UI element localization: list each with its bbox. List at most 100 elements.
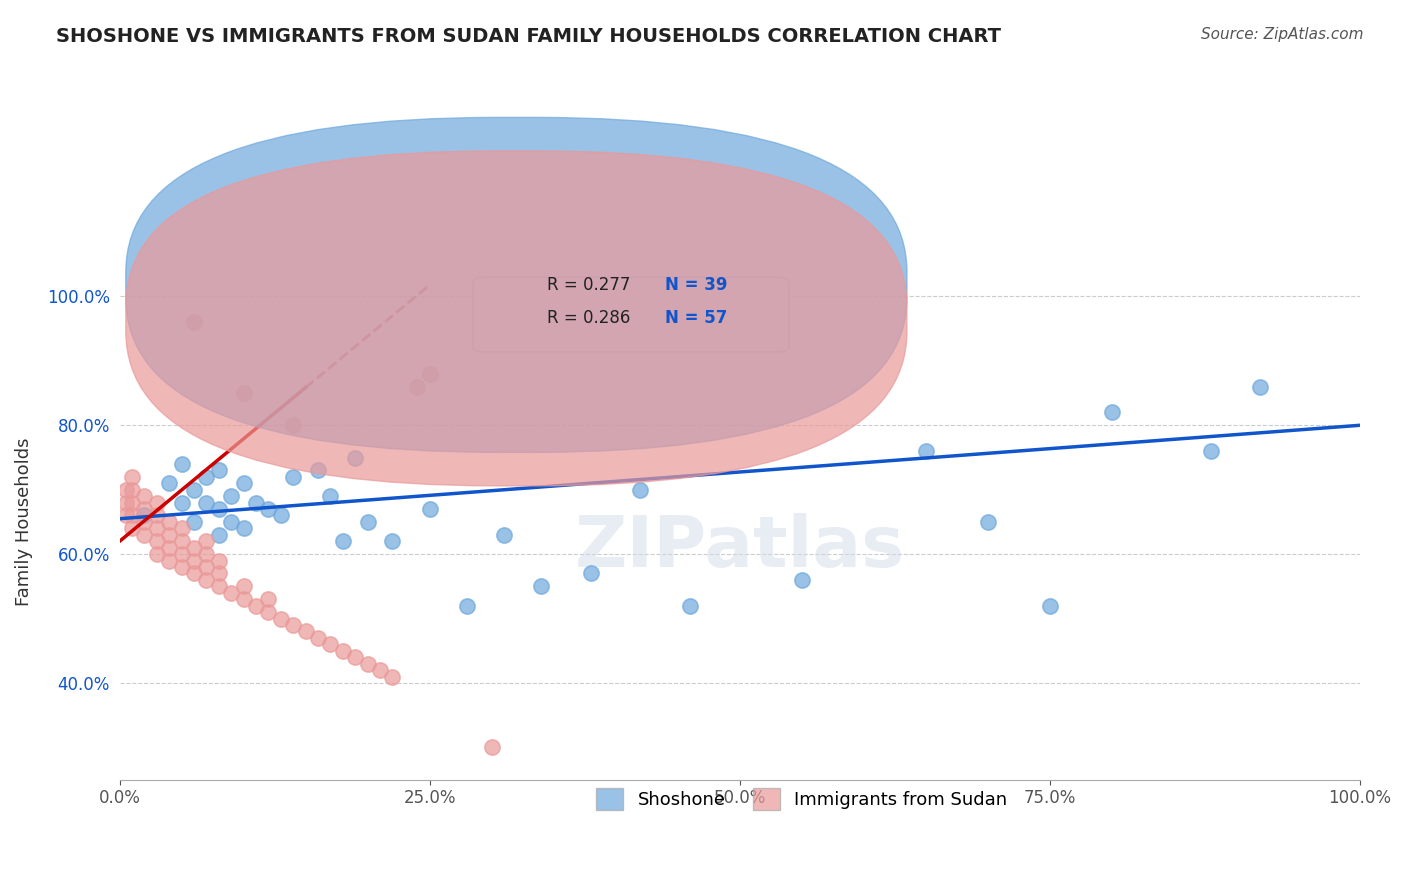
Point xyxy=(195,547,218,561)
Point xyxy=(134,502,156,516)
Point xyxy=(368,663,391,677)
Point xyxy=(356,657,378,671)
Point xyxy=(628,483,651,497)
Point xyxy=(134,489,156,503)
Point xyxy=(270,508,292,523)
Point xyxy=(195,573,218,587)
Point xyxy=(914,444,936,458)
Point xyxy=(1249,379,1271,393)
Point xyxy=(332,534,354,549)
Point xyxy=(195,470,218,484)
Point xyxy=(481,740,503,755)
Point xyxy=(170,534,193,549)
Point xyxy=(146,521,169,535)
Point xyxy=(146,495,169,509)
Point xyxy=(157,553,180,567)
Point xyxy=(157,515,180,529)
Point xyxy=(530,579,553,593)
Point xyxy=(1199,444,1222,458)
Point xyxy=(208,566,231,581)
Point xyxy=(170,457,193,471)
Point xyxy=(356,515,378,529)
Point xyxy=(183,483,205,497)
Point xyxy=(344,650,367,665)
Point xyxy=(121,483,143,497)
FancyBboxPatch shape xyxy=(472,277,789,351)
Point xyxy=(245,599,267,613)
Point xyxy=(195,495,218,509)
Point xyxy=(307,631,329,645)
Point xyxy=(381,669,404,683)
Point xyxy=(183,515,205,529)
Point xyxy=(183,315,205,329)
Point xyxy=(170,547,193,561)
Point xyxy=(381,534,404,549)
Point xyxy=(114,483,136,497)
Point xyxy=(170,495,193,509)
Point xyxy=(579,566,602,581)
Point xyxy=(146,508,169,523)
Text: R = 0.286: R = 0.286 xyxy=(547,310,631,327)
Point xyxy=(146,534,169,549)
Text: N = 57: N = 57 xyxy=(665,310,727,327)
Point xyxy=(219,489,242,503)
Point xyxy=(183,553,205,567)
Point xyxy=(208,553,231,567)
Point xyxy=(146,547,169,561)
Point xyxy=(307,463,329,477)
Point xyxy=(283,418,305,433)
Point xyxy=(419,367,441,381)
Point xyxy=(157,541,180,555)
Legend: Shoshone, Immigrants from Sudan: Shoshone, Immigrants from Sudan xyxy=(589,780,1014,817)
Point xyxy=(319,637,342,651)
Point xyxy=(114,508,136,523)
Point xyxy=(219,515,242,529)
Point xyxy=(679,599,702,613)
Point xyxy=(208,528,231,542)
Point xyxy=(332,644,354,658)
Point xyxy=(976,515,998,529)
Point xyxy=(406,379,429,393)
Point xyxy=(270,611,292,625)
Point xyxy=(134,515,156,529)
Point xyxy=(121,521,143,535)
Text: ZIPatlas: ZIPatlas xyxy=(575,513,904,582)
Text: Source: ZipAtlas.com: Source: ZipAtlas.com xyxy=(1201,27,1364,42)
Point xyxy=(170,560,193,574)
Point xyxy=(232,386,254,401)
Text: R = 0.277: R = 0.277 xyxy=(547,276,631,293)
Point xyxy=(419,502,441,516)
Point xyxy=(790,573,813,587)
Point xyxy=(157,528,180,542)
Point xyxy=(245,495,267,509)
Point xyxy=(121,470,143,484)
Point xyxy=(208,463,231,477)
Point xyxy=(183,566,205,581)
Point xyxy=(121,508,143,523)
Text: SHOSHONE VS IMMIGRANTS FROM SUDAN FAMILY HOUSEHOLDS CORRELATION CHART: SHOSHONE VS IMMIGRANTS FROM SUDAN FAMILY… xyxy=(56,27,1001,45)
Point xyxy=(344,450,367,465)
Point xyxy=(134,508,156,523)
Point xyxy=(134,528,156,542)
Text: N = 39: N = 39 xyxy=(665,276,728,293)
Point xyxy=(232,521,254,535)
Point xyxy=(232,579,254,593)
Point xyxy=(195,560,218,574)
Point xyxy=(114,495,136,509)
Point xyxy=(257,502,280,516)
Point xyxy=(283,470,305,484)
Point xyxy=(257,605,280,619)
Point xyxy=(121,495,143,509)
FancyBboxPatch shape xyxy=(125,151,907,486)
Point xyxy=(195,534,218,549)
Point xyxy=(294,624,316,639)
FancyBboxPatch shape xyxy=(125,118,907,452)
Point xyxy=(183,541,205,555)
Point xyxy=(170,521,193,535)
Point xyxy=(219,586,242,600)
Point xyxy=(1038,599,1060,613)
Y-axis label: Family Households: Family Households xyxy=(15,438,32,607)
Point xyxy=(232,592,254,607)
Point xyxy=(208,579,231,593)
Point xyxy=(232,476,254,491)
